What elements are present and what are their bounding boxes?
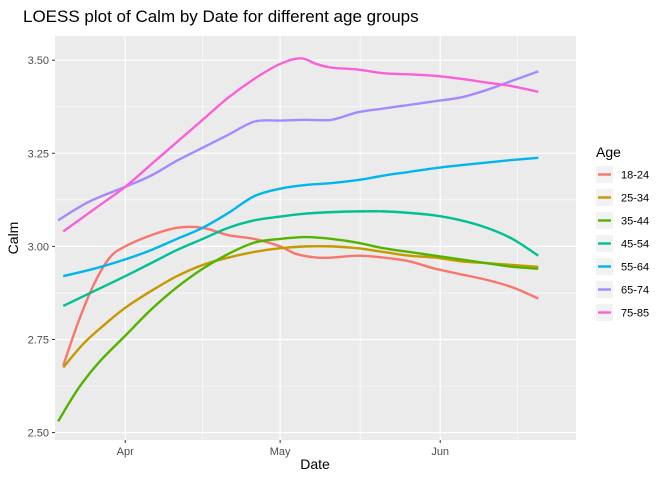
x-tick-label: Apr <box>117 446 134 458</box>
legend-label-55-64: 55-64 <box>621 262 649 274</box>
grid-minor <box>55 36 576 440</box>
series-line-65-74 <box>57 70 539 222</box>
series-line-25-34 <box>62 244 539 369</box>
y-tick-label: 3.00 <box>28 241 49 253</box>
legend-label-18-24: 18-24 <box>621 170 649 182</box>
series-line-75-85 <box>62 57 539 233</box>
series-line-45-54 <box>62 210 539 308</box>
legend: Age 18-24 25-34 35-44 45-54 55-64 65-74 75-85 <box>596 144 649 321</box>
chart-title: LOESS plot of Calm by Date for different… <box>23 7 419 26</box>
legend-label-25-34: 25-34 <box>621 193 649 205</box>
legend-label-75-85: 75-85 <box>621 308 649 320</box>
legend-label-35-44: 35-44 <box>621 216 649 228</box>
series-lines <box>57 57 539 423</box>
x-tick-label: Jun <box>431 446 449 458</box>
y-tick-label: 2.75 <box>28 334 49 346</box>
y-tick-label: 3.50 <box>28 55 49 67</box>
y-axis: 2.50 2.75 3.00 3.25 3.50 <box>28 55 55 440</box>
y-axis-title: Calm <box>5 222 21 255</box>
x-axis: Apr May Jun <box>117 440 449 458</box>
y-tick-label: 3.25 <box>28 148 49 160</box>
series-line-35-44 <box>57 235 539 423</box>
series-line-18-24 <box>62 225 539 366</box>
x-tick-label: May <box>270 446 291 458</box>
legend-label-65-74: 65-74 <box>621 285 649 297</box>
series-line-55-64 <box>62 156 539 278</box>
legend-title: Age <box>596 144 621 160</box>
legend-label-45-54: 45-54 <box>621 239 649 251</box>
y-tick-label: 2.50 <box>28 428 49 440</box>
x-axis-title: Date <box>300 456 330 472</box>
